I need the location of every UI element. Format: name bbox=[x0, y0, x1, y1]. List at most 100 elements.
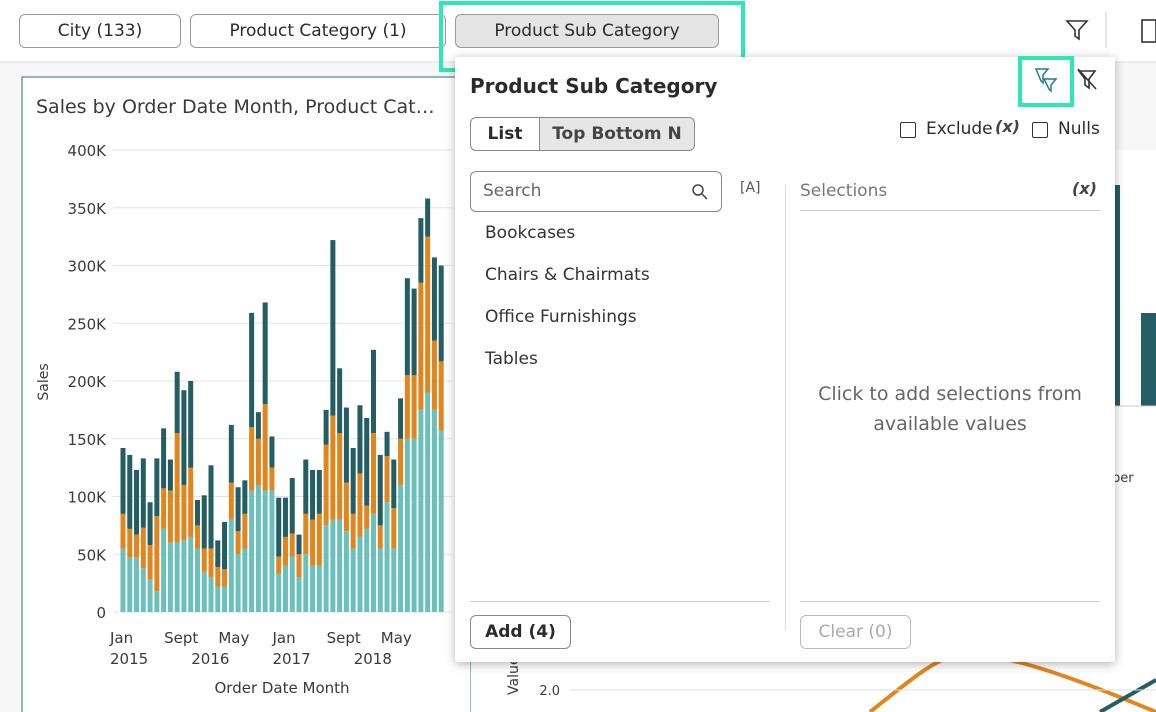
bar-segment bbox=[303, 554, 309, 612]
bar-segment bbox=[411, 438, 417, 612]
bar-segment bbox=[222, 521, 228, 570]
bar-segment bbox=[161, 528, 167, 612]
bar-segment bbox=[377, 525, 383, 549]
bar-segment bbox=[147, 502, 153, 546]
y-tick-label: 350K bbox=[68, 200, 108, 218]
chart-title: Sales by Order Date Month, Product Cat… bbox=[36, 96, 435, 118]
y-tick-label: 50K bbox=[77, 546, 107, 564]
bar-segment bbox=[228, 482, 234, 520]
bar-segment bbox=[364, 528, 370, 612]
bar-segment bbox=[310, 469, 316, 520]
list-item[interactable]: Chairs & Chairmats bbox=[485, 265, 650, 285]
clear-filter-icon[interactable] bbox=[1075, 67, 1101, 93]
divider bbox=[800, 601, 1100, 602]
bar-segment bbox=[161, 428, 167, 489]
x-tick-label: 2017 bbox=[272, 650, 310, 668]
bar-segment bbox=[377, 548, 383, 612]
bar-segment bbox=[201, 571, 207, 612]
y-tick-label: 300K bbox=[68, 258, 108, 276]
bar-segment bbox=[249, 427, 255, 491]
bar-segment bbox=[282, 565, 288, 612]
exclude-label: Exclude bbox=[926, 119, 993, 139]
bar-segment bbox=[438, 265, 444, 362]
bar-segment bbox=[255, 484, 261, 612]
case-icon[interactable]: [A] bbox=[740, 180, 761, 196]
bar-segment bbox=[337, 432, 343, 520]
bar-segment bbox=[181, 484, 187, 541]
bg-label: ber bbox=[1112, 471, 1134, 486]
divider bbox=[800, 210, 1100, 211]
bar-segment bbox=[120, 548, 126, 612]
bar-segment bbox=[194, 548, 200, 612]
list-item[interactable]: Office Furnishings bbox=[485, 307, 637, 327]
bar-segment bbox=[391, 548, 397, 612]
bar-segment bbox=[262, 302, 268, 405]
bar-segment bbox=[296, 534, 302, 555]
bar-segment bbox=[418, 282, 424, 410]
filter-icon[interactable] bbox=[1065, 20, 1089, 41]
bar-segment bbox=[316, 469, 322, 514]
checkbox[interactable] bbox=[900, 122, 916, 138]
bar-segment bbox=[289, 478, 295, 534]
filter-pill[interactable]: Product Category (1) bbox=[190, 14, 446, 48]
bar-segment bbox=[140, 568, 146, 612]
bar-segment bbox=[418, 409, 424, 612]
bar-segment bbox=[310, 519, 316, 566]
bar-segment bbox=[384, 502, 390, 612]
search-box[interactable]: Search bbox=[470, 171, 722, 212]
bar-segment bbox=[120, 513, 126, 549]
bar-segment bbox=[296, 554, 302, 578]
selections-icon: (x) bbox=[1072, 179, 1097, 198]
add-button[interactable]: Add (4) bbox=[470, 615, 571, 649]
bar-segment bbox=[364, 505, 370, 529]
bar-segment bbox=[215, 566, 221, 587]
bar-segment bbox=[343, 531, 349, 612]
bar-segment bbox=[398, 484, 404, 612]
nulls-label: Nulls bbox=[1058, 119, 1100, 139]
bar-segment bbox=[370, 349, 376, 433]
bar-segment bbox=[235, 554, 241, 612]
clear-button[interactable]: Clear (0) bbox=[800, 615, 911, 649]
filter-pill[interactable]: City (133) bbox=[19, 14, 181, 48]
bar-segment bbox=[323, 409, 329, 445]
highlight bbox=[1018, 56, 1074, 107]
bar-segment bbox=[276, 573, 282, 612]
bar-segment bbox=[242, 548, 248, 612]
bar-segment bbox=[404, 278, 410, 376]
bar-segment bbox=[431, 257, 437, 341]
bar-segment bbox=[154, 516, 160, 592]
bg-bar bbox=[1114, 185, 1120, 406]
checkbox[interactable] bbox=[1032, 122, 1048, 138]
bar-segment bbox=[140, 527, 146, 569]
tab[interactable]: List bbox=[470, 117, 540, 151]
bar-segment bbox=[134, 534, 140, 558]
bar-segment bbox=[357, 536, 363, 612]
divider bbox=[470, 601, 770, 602]
y-axis-label: Sales bbox=[36, 363, 52, 400]
tab[interactable]: Top Bottom N bbox=[539, 117, 695, 151]
list-item[interactable]: Bookcases bbox=[485, 223, 576, 243]
bar-segment bbox=[215, 540, 221, 567]
bar-segment bbox=[404, 438, 410, 612]
filter-icon[interactable] bbox=[1030, 65, 1060, 95]
bar-segment bbox=[167, 459, 173, 491]
bar-segment bbox=[296, 577, 302, 612]
bar-segment bbox=[269, 436, 275, 468]
bg-label: Value bbox=[506, 657, 522, 695]
bar-segment bbox=[438, 361, 444, 431]
bar-segment bbox=[418, 218, 424, 283]
bar-segment bbox=[201, 495, 207, 549]
bar-segment bbox=[370, 513, 376, 612]
bar-segment bbox=[188, 381, 194, 468]
bar-segment bbox=[208, 548, 214, 578]
bar-segment bbox=[147, 579, 153, 612]
list-item[interactable]: Tables bbox=[485, 349, 538, 369]
bar-segment bbox=[235, 487, 241, 532]
bar-segment bbox=[330, 240, 336, 416]
bar-segment bbox=[384, 456, 390, 503]
bar-segment bbox=[262, 404, 268, 491]
bar-segment bbox=[343, 482, 349, 532]
filter-pill-active[interactable]: Product Sub Category bbox=[455, 14, 719, 48]
toolbar-icon[interactable] bbox=[1141, 19, 1156, 43]
